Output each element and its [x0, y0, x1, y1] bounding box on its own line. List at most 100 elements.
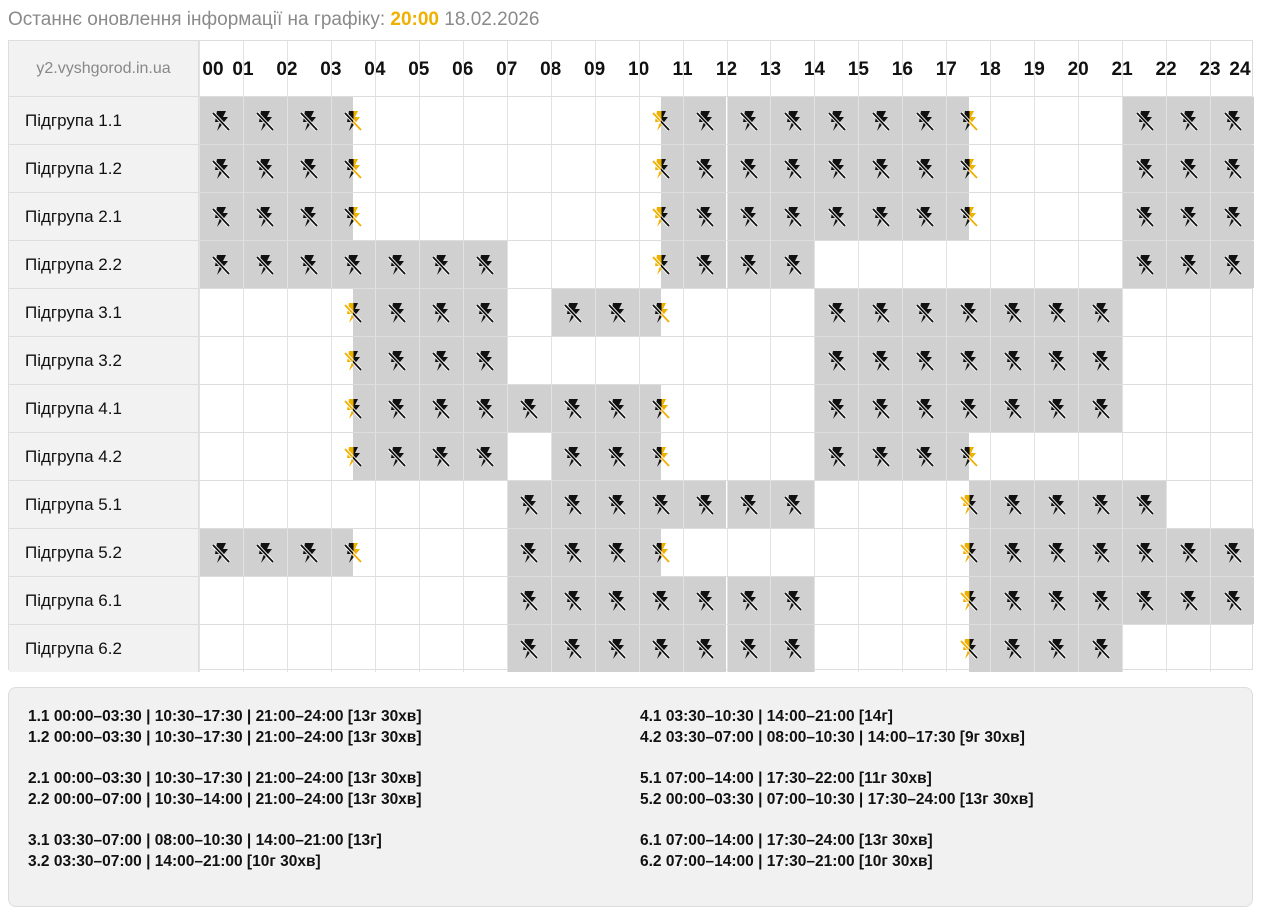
outage-cell	[1210, 97, 1254, 144]
outage-cell	[330, 529, 375, 576]
hour-column-divider	[286, 41, 331, 96]
power-on-cell	[902, 625, 946, 672]
power-on-cell	[1078, 97, 1122, 144]
power-off-bolt-icon	[915, 398, 935, 419]
power-on-cell	[682, 529, 727, 576]
outage-cell	[462, 289, 507, 336]
outage-cell	[946, 481, 991, 528]
power-on-cell	[1166, 625, 1210, 672]
power-on-cell	[1034, 97, 1078, 144]
power-off-bolt-icon	[651, 590, 671, 611]
power-on-cell	[1122, 385, 1166, 432]
power-off-bolt-icon	[651, 542, 671, 563]
schedule-summary: 1.1 00:00–03:30 | 10:30–17:30 | 21:00–24…	[8, 687, 1253, 907]
power-off-bolt-icon	[695, 254, 715, 275]
outage-cell	[1078, 625, 1123, 672]
outage-cell	[902, 337, 947, 384]
outage-cell	[286, 97, 331, 144]
summary-line: 6.1 07:00–14:00 | 17:30–24:00 [13г 30хв]	[640, 832, 933, 849]
outage-cell	[1078, 385, 1123, 432]
outage-cell	[990, 577, 1035, 624]
power-off-bolt-icon	[783, 638, 803, 659]
outage-cell	[682, 625, 727, 672]
power-off-bolt-icon	[212, 542, 231, 563]
outage-cell	[946, 289, 991, 336]
power-off-bolt-icon	[475, 446, 495, 467]
power-off-bolt-icon	[651, 254, 671, 275]
power-on-cell	[858, 625, 902, 672]
power-off-bolt-icon	[1003, 302, 1022, 323]
power-off-bolt-icon	[827, 206, 847, 227]
power-off-bolt-icon	[1223, 206, 1242, 227]
power-off-bolt-icon	[1047, 494, 1066, 515]
power-off-bolt-icon	[388, 398, 407, 419]
power-on-cell	[1210, 481, 1254, 528]
outage-fill	[968, 577, 991, 624]
power-off-bolt-icon	[1003, 494, 1022, 515]
outage-cell	[770, 481, 815, 528]
outage-cell	[330, 241, 375, 288]
power-off-bolt-icon	[1135, 254, 1154, 275]
power-on-cell	[462, 481, 507, 528]
outage-cell	[990, 625, 1035, 672]
outage-cell	[770, 577, 815, 624]
power-off-bolt-icon	[871, 302, 891, 323]
outage-fill	[331, 97, 354, 144]
power-on-cell	[682, 433, 727, 480]
power-off-bolt-icon	[651, 398, 671, 419]
power-on-cell	[374, 97, 419, 144]
outage-cell	[1122, 97, 1167, 144]
power-on-cell	[1034, 145, 1078, 192]
power-off-bolt-icon	[959, 638, 979, 659]
power-on-cell	[374, 625, 419, 672]
outage-cell	[858, 289, 903, 336]
power-off-bolt-icon	[871, 206, 891, 227]
outage-fill	[661, 97, 683, 144]
power-on-cell	[1078, 433, 1122, 480]
power-off-bolt-icon	[695, 494, 715, 515]
outage-cell	[1210, 193, 1254, 240]
power-off-bolt-icon	[344, 158, 363, 179]
power-off-bolt-icon	[1003, 398, 1022, 419]
power-off-bolt-icon	[1003, 638, 1022, 659]
power-off-bolt-icon	[344, 398, 363, 419]
power-on-cell	[286, 625, 331, 672]
power-on-cell	[858, 241, 902, 288]
power-on-cell	[242, 385, 287, 432]
outage-cell	[374, 385, 419, 432]
group-label: Підгрупа 3.2	[9, 337, 199, 384]
power-on-cell	[462, 625, 507, 672]
power-off-bolt-icon	[1003, 590, 1022, 611]
power-off-bolt-icon	[871, 158, 891, 179]
group-row: Підгрупа 3.2	[9, 336, 1252, 384]
group-label: Підгрупа 6.2	[9, 625, 199, 672]
outage-cell	[726, 241, 771, 288]
outage-cell	[946, 145, 990, 192]
power-on-cell	[462, 97, 507, 144]
power-off-bolt-icon	[783, 590, 803, 611]
outage-cell	[462, 241, 507, 288]
summary-line: 3.2 03:30–07:00 | 14:00–21:00 [10г 30хв]	[28, 853, 321, 870]
outage-fill	[639, 433, 662, 480]
power-off-bolt-icon	[607, 398, 627, 419]
outage-cell	[374, 289, 419, 336]
outage-cell	[814, 145, 859, 192]
outage-cell	[374, 433, 419, 480]
power-off-bolt-icon	[739, 590, 759, 611]
power-on-cell	[594, 97, 639, 144]
hour-column-divider	[242, 41, 287, 96]
power-on-cell	[418, 529, 463, 576]
outage-cell	[1122, 529, 1167, 576]
power-on-cell	[682, 289, 727, 336]
power-on-cell	[1166, 385, 1210, 432]
outage-cell	[946, 625, 991, 672]
power-off-bolt-icon	[959, 542, 979, 563]
outage-cell	[199, 145, 243, 192]
power-off-bolt-icon	[607, 590, 627, 611]
summary-line: 5.1 07:00–14:00 | 17:30–22:00 [11г 30хв]	[640, 770, 932, 787]
power-on-cell	[462, 577, 507, 624]
outage-cell	[462, 433, 507, 480]
power-off-bolt-icon	[739, 206, 759, 227]
power-off-bolt-icon	[563, 542, 583, 563]
outage-cell	[1034, 481, 1079, 528]
